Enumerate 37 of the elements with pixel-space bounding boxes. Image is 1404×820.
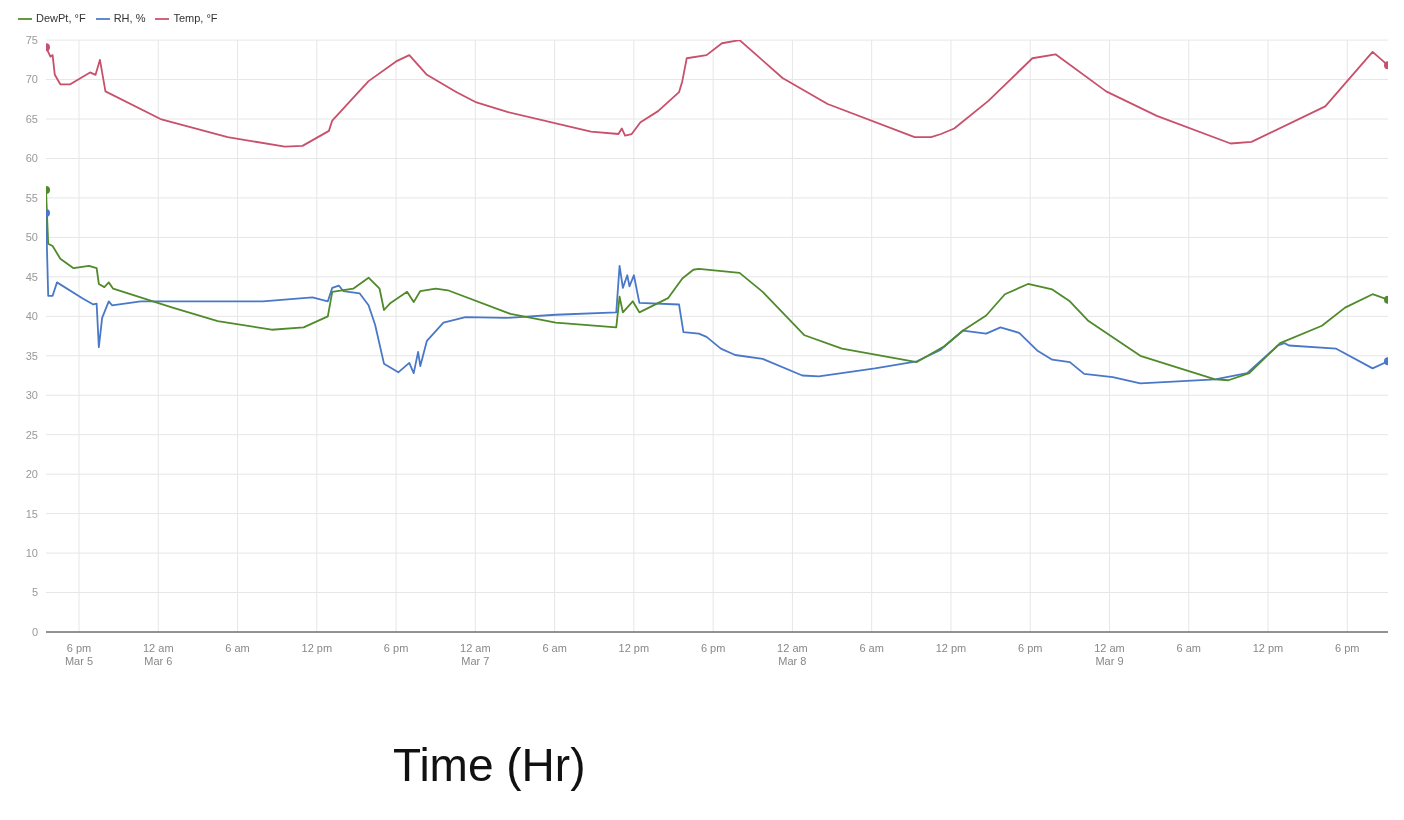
x-tick-label: 6 pm [383, 642, 409, 654]
x-tick-label: 6 pm [1335, 642, 1360, 654]
x-tick-label: 12 pm [301, 642, 333, 654]
legend-label: Temp, °F [173, 12, 218, 24]
x-tick-label: 6 am [859, 642, 884, 654]
legend-label: RH, % [113, 12, 146, 24]
x-tick-label: 12 pm [618, 642, 650, 654]
y-tick-label: 65 [25, 112, 38, 125]
x-tick-label: 6 am [542, 642, 567, 654]
x-tick-label: 6 am [1176, 642, 1201, 654]
x-tick-label: 12 pm [935, 642, 967, 654]
y-tick-label: 0 [31, 625, 38, 638]
legend-label: DewPt, °F [36, 12, 86, 24]
y-tick-label: 35 [25, 349, 38, 362]
x-tick-label: 6 am [225, 642, 250, 654]
y-tick-label: 75 [25, 34, 38, 46]
x-tick-label: 6 pm [700, 642, 726, 654]
y-tick-label: 30 [25, 389, 38, 402]
y-tick-label: 25 [25, 428, 38, 441]
x-tick-label: 6 pm [1017, 642, 1043, 654]
x-axis-title: Time (Hr) [392, 738, 587, 792]
y-tick-label: 50 [25, 231, 38, 244]
y-tick-label: 60 [25, 152, 38, 165]
y-tick-label: 10 [25, 546, 38, 559]
y-tick-label: 40 [25, 310, 38, 323]
y-tick-label: 5 [31, 586, 38, 599]
x-tick-label: 12 am Mar 6 [143, 642, 174, 667]
y-tick-label: 15 [25, 507, 38, 520]
y-tick-label: 70 [25, 73, 38, 86]
x-tick-label: 12 am Mar 9 [1094, 642, 1125, 667]
x-tick-label: 12 am Mar 8 [777, 642, 808, 667]
y-tick-label: 45 [25, 270, 38, 283]
y-tick-label: 55 [25, 191, 38, 204]
x-tick-label: 6 pm Mar 5 [64, 642, 94, 667]
x-tick-label: 12 am Mar 7 [460, 642, 491, 667]
x-tick-label: 12 pm [1252, 642, 1284, 654]
y-tick-label: 20 [25, 468, 38, 481]
